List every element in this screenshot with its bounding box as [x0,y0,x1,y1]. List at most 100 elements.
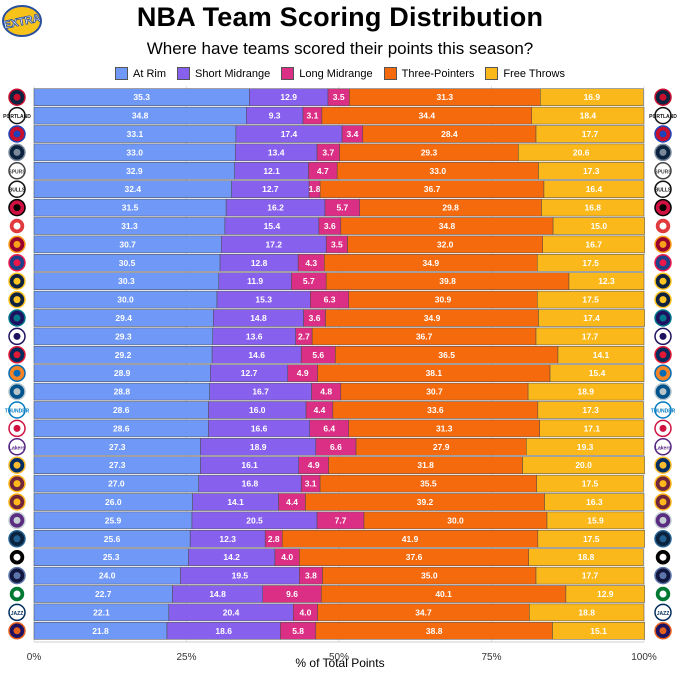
legend-label: Long Midrange [299,67,373,80]
team-logo-left [8,235,26,254]
data-label: 18.8 [578,552,595,562]
legend-label: At Rim [133,67,167,80]
legend-item-free-throws: Free Throws [485,67,565,80]
svg-text:SPURS: SPURS [654,169,672,175]
bar-segment-free-throws [537,401,644,419]
team-logo-right [654,511,672,530]
data-label: 36.7 [416,331,433,341]
data-label: 9.3 [269,111,281,121]
chart-title: NBA Team Scoring Distribution [136,2,544,32]
data-label: 12.7 [262,184,279,194]
data-label: 17.1 [584,423,601,433]
data-label: 28.6 [113,423,130,433]
team-logo-left [8,290,26,309]
team-logo-right [654,456,672,474]
data-label: 4.0 [281,552,293,562]
team-logo-left [8,474,26,493]
legend-item-three-pointers: Three-Pointers [383,67,474,80]
data-label: 18.9 [577,387,594,397]
data-label: 14.1 [227,497,244,507]
team-logo-right [654,382,672,401]
svg-text:Lakers: Lakers [9,445,25,451]
bar-segment-free-throws [537,254,645,272]
team-logo-right [654,88,672,106]
data-label: 5.7 [336,203,348,213]
data-label: 1.8 [309,184,321,194]
bar-segment-free-throws [544,493,645,511]
data-label: 27.9 [433,442,450,452]
data-label: 29.3 [421,147,438,157]
data-label: 25.6 [104,534,121,544]
data-label: 20.4 [223,607,240,617]
team-logo-left [8,125,26,143]
team-logo-left [8,143,26,162]
team-logo-right [654,217,672,235]
data-label: 30.0 [447,515,464,525]
data-label: 12.3 [598,276,615,286]
team-logo-right [654,125,672,143]
data-label: 16.3 [586,497,603,507]
data-label: 15.3 [255,295,272,305]
data-label: 17.2 [265,239,282,249]
data-label: 12.1 [263,166,280,176]
svg-text:THUNDER: THUNDER [5,409,30,415]
data-label: 37.6 [406,552,423,562]
data-label: 14.6 [248,350,265,360]
team-logo-left [8,419,26,438]
data-label: 16.7 [585,239,602,249]
bar-segment-free-throws [538,309,645,327]
team-logo-right [654,143,672,162]
team-logo-right [654,585,672,603]
team-logo-left [8,364,26,382]
data-label: 3.5 [331,239,343,249]
data-label: 17.5 [582,258,599,268]
data-label: 18.6 [215,626,232,636]
data-label: 16.8 [242,479,259,489]
svg-text:THUNDER: THUNDER [651,409,676,415]
data-label: 30.9 [435,295,452,305]
data-label: 28.9 [114,368,131,378]
team-logo-right [654,493,672,511]
data-label: 34.7 [415,607,432,617]
team-logo-left: BULLS [8,180,26,198]
svg-text:BULLS: BULLS [9,188,26,194]
team-logo-right [654,530,672,548]
svg-text:JAZZ: JAZZ [657,611,670,617]
team-logo-right: BULLS [654,180,672,198]
data-label: 39.2 [417,497,434,507]
data-label: 17.3 [582,405,599,415]
team-logo-left: PORTLAND [3,106,31,125]
data-label: 12.8 [251,258,268,268]
data-label: 27.0 [108,479,125,489]
legend-swatch [485,67,499,80]
data-label: 28.6 [113,405,130,415]
svg-text:Lakers: Lakers [655,445,671,451]
team-logo-right [654,346,672,364]
chart-subtitle: Where have teams scored their points thi… [146,39,534,58]
x-tick-label: 75% [481,652,501,663]
data-label: 33.1 [127,129,144,139]
team-logo-right: THUNDER [651,401,676,419]
data-label: 31.5 [122,203,139,213]
data-label: 34.4 [419,111,436,121]
legend: At Rim Short Midrange Long Midrange Three-P… [0,67,680,80]
data-label: 16.0 [249,405,266,415]
data-label: 13.4 [268,147,285,157]
extra-badge: EXTRA [2,5,42,37]
data-label: 3.1 [305,479,317,489]
bar-segment-free-throws [518,143,645,162]
data-label: 25.3 [103,552,120,562]
bar-segment-free-throws [552,217,645,235]
team-logo-left [8,309,26,327]
data-label: 30.7 [426,387,443,397]
team-logo-left [8,217,26,235]
data-label: 2.7 [298,331,310,341]
x-tick-label: 0% [27,652,42,663]
data-label: 29.4 [115,313,132,323]
team-logo-right [654,272,672,290]
data-label: 35.0 [421,571,438,581]
data-label: 16.6 [251,423,268,433]
data-label: 13.6 [246,331,263,341]
data-label: 12.9 [597,589,614,599]
